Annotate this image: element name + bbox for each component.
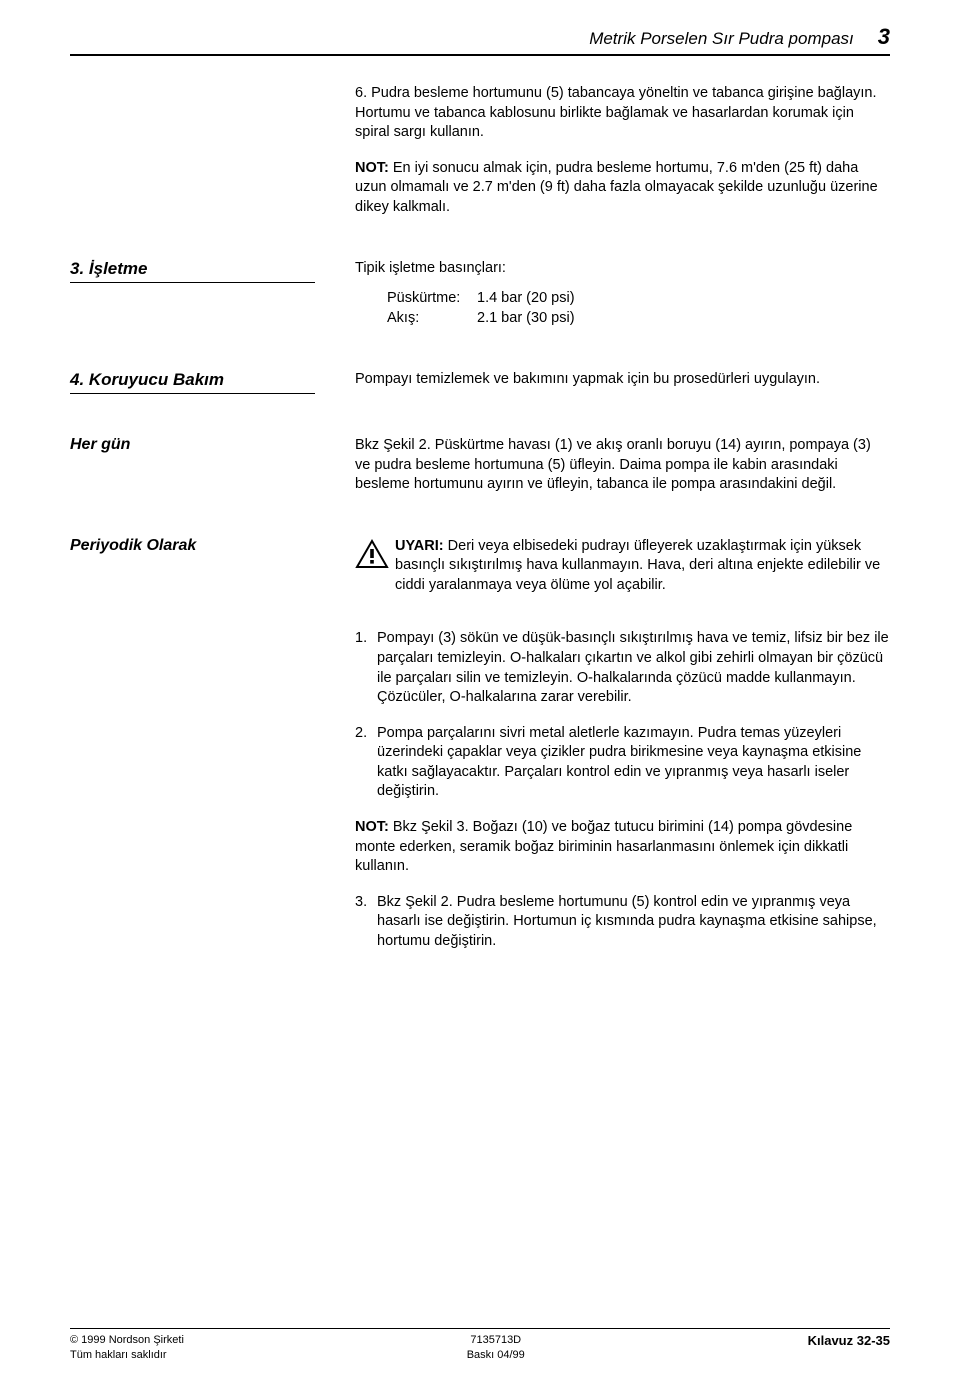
periodic-body: UYARI: Deri veya elbisedeki pudrayı üfle… xyxy=(355,537,890,968)
warning-text: Deri veya elbisedeki pudrayı üfleyerek u… xyxy=(395,538,880,593)
flow-value: 2.1 bar (30 psi) xyxy=(477,309,575,329)
section-3-left: 3. İşletme xyxy=(70,259,355,328)
item-3-num: 3. xyxy=(355,893,377,952)
item-2-text: Pompa parçalarını sivri metal aletlerle … xyxy=(377,724,890,802)
periodic-item-1: 1. Pompayı (3) sökün ve düşük-basınçlı s… xyxy=(355,629,890,707)
item-2-num: 2. xyxy=(355,724,377,802)
periodic-left: Periyodik Olarak xyxy=(70,537,355,968)
note-label: NOT: xyxy=(355,160,389,176)
footer-edition: Baskı 04/99 xyxy=(467,1348,525,1362)
intro-block: 6. Pudra besleme hortumunu (5) tabancaya… xyxy=(355,84,890,217)
page-footer: © 1999 Nordson Şirketi Tüm hakları saklı… xyxy=(70,1328,890,1362)
spray-value: 1.4 bar (20 psi) xyxy=(477,289,575,309)
spray-label: Püskürtme: xyxy=(387,289,477,309)
item-1-num: 1. xyxy=(355,629,377,707)
daily-body: Bkz Şekil 2. Püskürtme havası (1) ve akı… xyxy=(355,436,890,495)
item-1-text: Pompayı (3) sökün ve düşük-basınçlı sıkı… xyxy=(377,629,890,707)
daily-heading: Her gün xyxy=(70,436,355,454)
note-text: En iyi sonucu almak için, pudra besleme … xyxy=(355,160,878,215)
header-title: Metrik Porselen Sır Pudra pompası xyxy=(589,29,854,49)
intro-note: NOT: En iyi sonucu almak için, pudra bes… xyxy=(355,159,890,218)
warning-block: UYARI: Deri veya elbisedeki pudrayı üfle… xyxy=(355,537,890,596)
header-page-number: 3 xyxy=(878,24,890,50)
periodic-note-label: NOT: xyxy=(355,819,389,835)
periodic-heading: Periyodik Olarak xyxy=(70,537,355,555)
section-4-heading: 4. Koruyucu Bakım xyxy=(70,370,315,394)
spray-row: Püskürtme: 1.4 bar (20 psi) xyxy=(387,289,890,309)
flow-row: Akış: 2.1 bar (30 psi) xyxy=(387,309,890,329)
section-3-heading: 3. İşletme xyxy=(70,259,315,283)
warning-text-wrap: UYARI: Deri veya elbisedeki pudrayı üfle… xyxy=(395,537,890,596)
footer-manual-ref: Kılavuz 32-35 xyxy=(808,1333,890,1348)
footer-center: 7135713D Baskı 04/99 xyxy=(467,1333,525,1362)
section-4: 4. Koruyucu Bakım Pompayı temizlemek ve … xyxy=(70,370,890,394)
footer-docnum: 7135713D xyxy=(467,1333,525,1347)
section-4-text: Pompayı temizlemek ve bakımını yapmak iç… xyxy=(355,370,890,390)
footer-copyright: © 1999 Nordson Şirketi xyxy=(70,1333,184,1347)
page: Metrik Porselen Sır Pudra pompası 3 6. P… xyxy=(0,0,960,967)
daily-section: Her gün Bkz Şekil 2. Püskürtme havası (1… xyxy=(70,436,890,495)
daily-text: Bkz Şekil 2. Püskürtme havası (1) ve akı… xyxy=(355,436,890,495)
spacer xyxy=(355,611,890,629)
periodic-note: NOT: Bkz Şekil 3. Boğazı (10) ve boğaz t… xyxy=(355,818,890,877)
intro-step-6: 6. Pudra besleme hortumunu (5) tabancaya… xyxy=(355,84,890,143)
periodic-item-3: 3. Bkz Şekil 2. Pudra besleme hortumunu … xyxy=(355,893,890,952)
periodic-section: Periyodik Olarak UYARI: Deri veya elbise… xyxy=(70,537,890,968)
section-3-intro: Tipik işletme basınçları: xyxy=(355,259,890,279)
warning-icon xyxy=(355,539,389,576)
footer-left: © 1999 Nordson Şirketi Tüm hakları saklı… xyxy=(70,1333,184,1362)
flow-label: Akış: xyxy=(387,309,477,329)
footer-rights: Tüm hakları saklıdır xyxy=(70,1348,184,1362)
section-3-body: Tipik işletme basınçları: Püskürtme: 1.4… xyxy=(355,259,890,328)
page-header: Metrik Porselen Sır Pudra pompası 3 xyxy=(70,24,890,56)
periodic-item-2: 2. Pompa parçalarını sivri metal aletler… xyxy=(355,724,890,802)
periodic-note-text: Bkz Şekil 3. Boğazı (10) ve boğaz tutucu… xyxy=(355,819,852,874)
item-3-text: Bkz Şekil 2. Pudra besleme hortumunu (5)… xyxy=(377,893,890,952)
section-4-left: 4. Koruyucu Bakım xyxy=(70,370,355,394)
pressure-values: Püskürtme: 1.4 bar (20 psi) Akış: 2.1 ba… xyxy=(387,289,890,328)
warning-label: UYARI: xyxy=(395,538,444,554)
section-4-body: Pompayı temizlemek ve bakımını yapmak iç… xyxy=(355,370,890,394)
daily-left: Her gün xyxy=(70,436,355,495)
section-3: 3. İşletme Tipik işletme basınçları: Püs… xyxy=(70,259,890,328)
